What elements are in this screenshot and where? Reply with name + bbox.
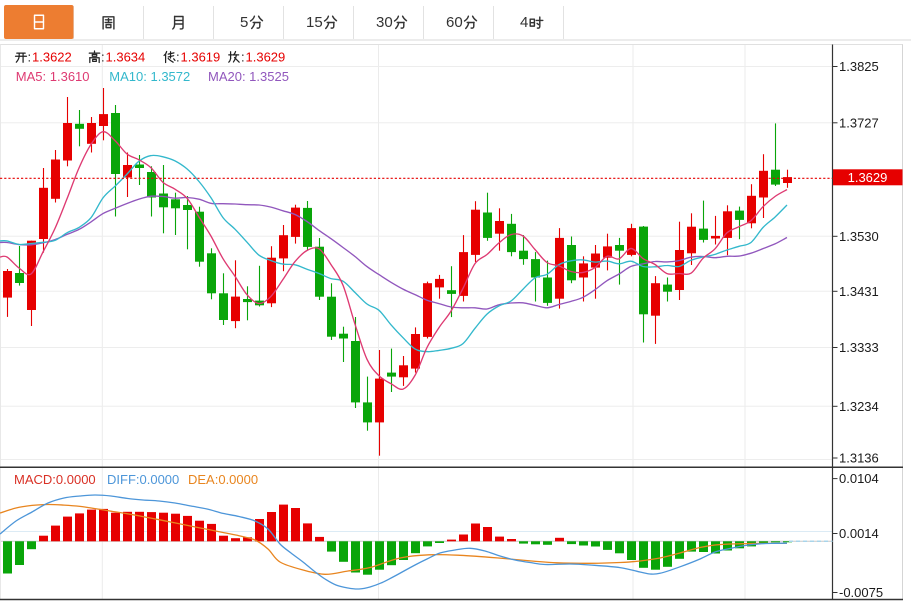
svg-text::: : xyxy=(176,50,180,65)
svg-text:1.3530: 1.3530 xyxy=(839,229,879,244)
svg-text:1.3727: 1.3727 xyxy=(839,115,879,130)
svg-text:1.3825: 1.3825 xyxy=(839,59,879,74)
svg-text:30: 30 xyxy=(376,14,393,31)
svg-text:15: 15 xyxy=(306,14,323,31)
svg-text:1.3622: 1.3622 xyxy=(32,50,72,65)
svg-text:60: 60 xyxy=(446,14,463,31)
svg-text:1.3234: 1.3234 xyxy=(839,399,879,414)
svg-text:MACD:0.0000: MACD:0.0000 xyxy=(14,472,96,487)
svg-text:1.3431: 1.3431 xyxy=(839,284,879,299)
svg-text::: : xyxy=(241,50,245,65)
svg-text:1.3629: 1.3629 xyxy=(246,50,286,65)
svg-text:MA5: 1.3610: MA5: 1.3610 xyxy=(16,69,90,84)
svg-text::: : xyxy=(101,50,105,65)
svg-text:5: 5 xyxy=(240,14,248,31)
svg-text:0.0014: 0.0014 xyxy=(839,526,879,541)
svg-text:-0.0075: -0.0075 xyxy=(839,585,883,600)
svg-text:MA10: 1.3572: MA10: 1.3572 xyxy=(109,69,190,84)
svg-text:1.3619: 1.3619 xyxy=(181,50,221,65)
svg-text:0.0104: 0.0104 xyxy=(839,471,879,486)
svg-text:MA20: 1.3525: MA20: 1.3525 xyxy=(208,69,289,84)
svg-text:1.3333: 1.3333 xyxy=(839,340,879,355)
svg-text::: : xyxy=(28,50,32,65)
svg-text:DIFF:0.0000: DIFF:0.0000 xyxy=(107,472,179,487)
svg-text:1.3629: 1.3629 xyxy=(848,170,888,185)
svg-text:1.3136: 1.3136 xyxy=(839,451,879,466)
svg-text:DEA:0.0000: DEA:0.0000 xyxy=(188,472,258,487)
svg-text:4: 4 xyxy=(520,14,528,31)
svg-text:1.3634: 1.3634 xyxy=(106,50,146,65)
